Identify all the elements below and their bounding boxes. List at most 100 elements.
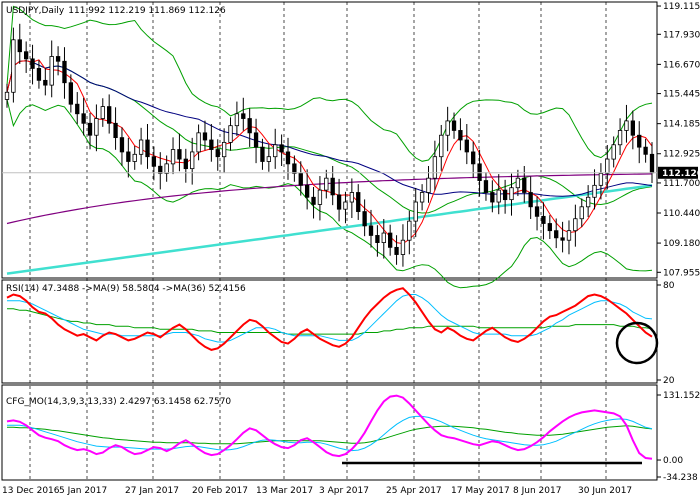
- candle[interactable]: [100, 98, 105, 127]
- price-panel[interactable]: [1, 1, 658, 279]
- candle[interactable]: [202, 120, 208, 151]
- candle[interactable]: [630, 110, 635, 150]
- candle[interactable]: [592, 169, 597, 210]
- candle[interactable]: [617, 118, 623, 156]
- candle[interactable]: [541, 202, 546, 240]
- candle[interactable]: [426, 166, 431, 203]
- candle[interactable]: [177, 133, 182, 172]
- candle[interactable]: [145, 124, 150, 169]
- candle[interactable]: [304, 169, 310, 210]
- candle[interactable]: [273, 128, 278, 169]
- candle[interactable]: [4, 83, 10, 108]
- candle[interactable]: [119, 127, 125, 167]
- candle[interactable]: [247, 108, 252, 147]
- candle[interactable]: [126, 137, 131, 178]
- candle[interactable]: [432, 140, 438, 191]
- candle[interactable]: [209, 124, 214, 162]
- candle[interactable]: [94, 104, 99, 152]
- candle[interactable]: [483, 172, 489, 201]
- candle[interactable]: [579, 198, 584, 228]
- candle[interactable]: [17, 23, 22, 64]
- candle[interactable]: [62, 47, 67, 99]
- candle[interactable]: [196, 124, 201, 161]
- candle[interactable]: [439, 124, 444, 171]
- candle[interactable]: [451, 112, 457, 139]
- candle[interactable]: [464, 124, 469, 165]
- candle[interactable]: [605, 145, 610, 190]
- candle[interactable]: [522, 166, 527, 203]
- candle[interactable]: [107, 94, 112, 134]
- candle[interactable]: [547, 215, 552, 240]
- candle[interactable]: [311, 187, 316, 219]
- candle[interactable]: [381, 218, 386, 259]
- candle[interactable]: [292, 155, 297, 182]
- candle[interactable]: [573, 204, 578, 247]
- candle[interactable]: [221, 128, 227, 173]
- candle[interactable]: [343, 191, 348, 224]
- candle[interactable]: [75, 92, 80, 125]
- candle[interactable]: [413, 187, 418, 238]
- candle[interactable]: [534, 196, 540, 231]
- candle[interactable]: [24, 41, 29, 73]
- candle[interactable]: [190, 137, 195, 185]
- candle[interactable]: [138, 127, 144, 165]
- candle[interactable]: [241, 97, 246, 131]
- candle[interactable]: [132, 145, 137, 170]
- candle[interactable]: [234, 101, 240, 136]
- candle[interactable]: [496, 174, 501, 215]
- candle[interactable]: [560, 221, 565, 253]
- candle[interactable]: [253, 118, 259, 164]
- candle[interactable]: [349, 178, 355, 219]
- candle[interactable]: [566, 220, 572, 255]
- candle[interactable]: [279, 134, 284, 167]
- candle[interactable]: [611, 136, 616, 168]
- candle[interactable]: [490, 180, 495, 213]
- candle[interactable]: [502, 179, 508, 214]
- candle[interactable]: [49, 40, 54, 98]
- candle[interactable]: [643, 138, 648, 163]
- candle[interactable]: [113, 107, 118, 150]
- candle[interactable]: [317, 176, 323, 221]
- rsi-panel[interactable]: [1, 279, 658, 384]
- candle[interactable]: [637, 121, 642, 164]
- candle[interactable]: [394, 235, 399, 265]
- candle[interactable]: [400, 224, 406, 267]
- candle[interactable]: [164, 155, 169, 182]
- candle[interactable]: [368, 209, 374, 248]
- candle[interactable]: [624, 104, 629, 143]
- candle[interactable]: [515, 169, 521, 197]
- candle[interactable]: [81, 97, 86, 136]
- candle[interactable]: [158, 152, 163, 190]
- candle[interactable]: [356, 184, 361, 220]
- candle[interactable]: [266, 144, 271, 172]
- candle[interactable]: [528, 176, 533, 219]
- candle[interactable]: [419, 184, 425, 211]
- candle[interactable]: [183, 148, 188, 183]
- candle[interactable]: [228, 117, 233, 151]
- candle[interactable]: [55, 46, 61, 76]
- candle[interactable]: [445, 106, 450, 152]
- candle[interactable]: [362, 199, 367, 237]
- candle[interactable]: [324, 169, 329, 199]
- candle[interactable]: [87, 113, 93, 150]
- candle[interactable]: [458, 118, 463, 151]
- candle[interactable]: [298, 161, 303, 196]
- candle[interactable]: [471, 141, 476, 178]
- candle[interactable]: [68, 74, 74, 113]
- candle[interactable]: [215, 139, 220, 171]
- candle[interactable]: [151, 146, 157, 181]
- candle[interactable]: [375, 225, 380, 257]
- candle[interactable]: [30, 44, 35, 85]
- candle[interactable]: [260, 138, 265, 170]
- candle[interactable]: [598, 163, 604, 200]
- candle[interactable]: [336, 178, 342, 222]
- candle[interactable]: [11, 27, 16, 103]
- candle[interactable]: [554, 218, 559, 249]
- candle[interactable]: [585, 185, 591, 218]
- candle[interactable]: [36, 60, 42, 89]
- candle[interactable]: [388, 224, 393, 256]
- candle[interactable]: [407, 210, 412, 255]
- candle[interactable]: [43, 68, 48, 96]
- candle[interactable]: [170, 137, 176, 175]
